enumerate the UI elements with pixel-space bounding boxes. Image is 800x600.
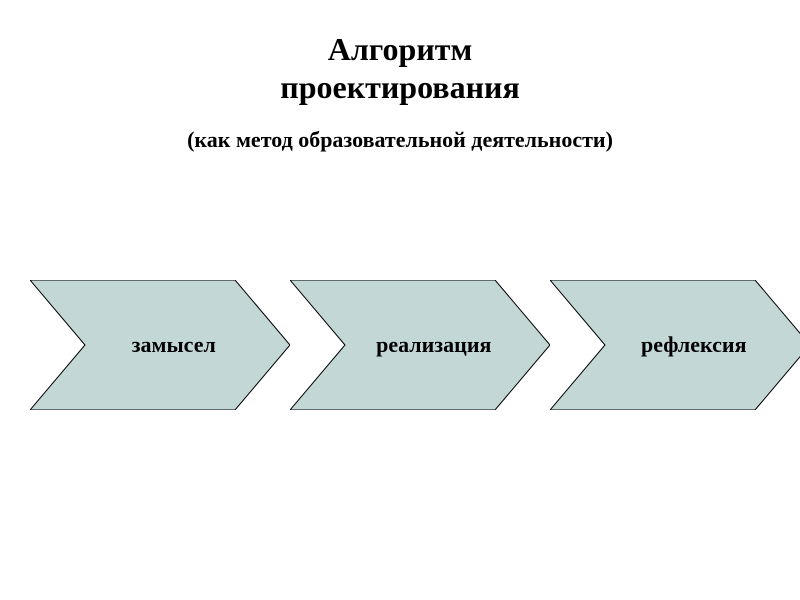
- title-line-2: проектирования: [0, 68, 800, 106]
- arrow-label-3: рефлексия: [613, 332, 746, 358]
- page-title: Алгоритм проектирования: [0, 0, 800, 107]
- arrows-container: замысел реализация рефлексия: [30, 280, 800, 410]
- arrow-label-1: замысел: [104, 332, 216, 358]
- arrow-step-1: замысел: [30, 280, 290, 410]
- arrow-step-2: реализация: [290, 280, 550, 410]
- arrow-step-3: рефлексия: [550, 280, 800, 410]
- arrow-label-2: реализация: [349, 332, 492, 358]
- page-subtitle: (как метод образовательной деятельности): [0, 127, 800, 153]
- title-line-1: Алгоритм: [0, 30, 800, 68]
